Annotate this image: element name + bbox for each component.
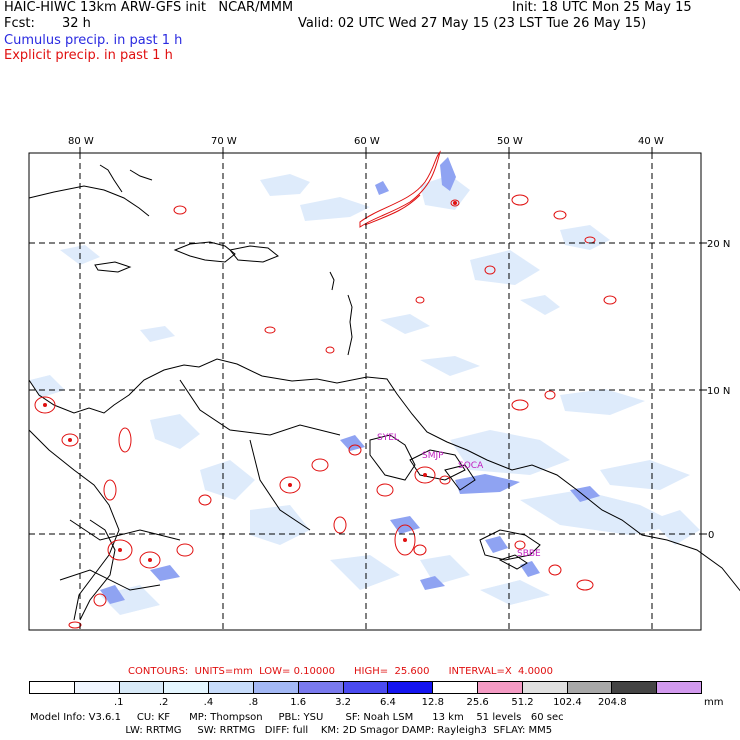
colorbar-segment: [477, 682, 523, 693]
valid-time: Valid: 02 UTC Wed 27 May 15 (23 LST Tue …: [298, 16, 647, 31]
station-label-syel: SYEL: [377, 433, 399, 443]
contour-info: CONTOURS: UNITS=mm LOW= 0.10000 HIGH= 25…: [128, 666, 554, 677]
plot-title: HAIC-HIWC 13km ARW-GFS init NCAR/MMM: [4, 0, 294, 15]
colorbar-tick-label: .1: [113, 697, 124, 708]
graticule: [29, 153, 701, 630]
lat-label-0: 0: [708, 530, 714, 541]
colorbar-segment: [209, 682, 254, 693]
explicit-precip-contours: [34, 150, 617, 629]
station-label-sbbe: SBBE: [517, 549, 541, 559]
colorbar-segment: [253, 682, 299, 693]
lat-label-10n: 10 N: [707, 386, 730, 397]
colorbar-segment: [433, 682, 478, 693]
colorbar-segment: [522, 682, 568, 693]
colorbar-tick-label: 51.2: [511, 697, 534, 708]
model-info-line2: LW: RRTMG SW: RRTMG DIFF: full KM: 2D Sm…: [30, 725, 553, 736]
lon-label-40w: 40 W: [638, 136, 664, 147]
colorbar-tick-label: .2: [158, 697, 169, 708]
colorbar-segment: [657, 682, 701, 693]
colorbar-segment: [30, 682, 75, 693]
colorbar-segment: [343, 682, 389, 693]
explicit-precip-cores: [43, 201, 457, 562]
lon-label-70w: 70 W: [211, 136, 237, 147]
colorbar-tick-label: 3.2: [335, 697, 352, 708]
colorbar: [29, 681, 702, 694]
coastlines: [28, 164, 740, 621]
model-info-line1: Model Info: V3.6.1 CU: KF MP: Thompson P…: [30, 712, 564, 723]
lon-label-60w: 60 W: [354, 136, 380, 147]
colorbar-tick-label: .4: [203, 697, 214, 708]
init-time: Init: 18 UTC Mon 25 May 15: [512, 0, 692, 15]
lon-label-80w: 80 W: [68, 136, 94, 147]
station-label-smjp: SMJP: [422, 451, 444, 461]
colorbar-tick-label: .8: [248, 697, 259, 708]
colorbar-segment: [612, 682, 658, 693]
cumulus-precip-light: [30, 174, 700, 615]
legend-cumulus: Cumulus precip. in past 1 h: [4, 33, 183, 48]
legend-explicit: Explicit precip. in past 1 h: [4, 48, 173, 63]
lon-label-50w: 50 W: [497, 136, 523, 147]
colorbar-segment: [567, 682, 613, 693]
colorbar-tick-label: 1.6: [290, 697, 307, 708]
colorbar-segment: [164, 682, 210, 693]
axis-ticks: [79, 147, 707, 535]
colorbar-tick-label: 12.8: [421, 697, 444, 708]
colorbar-unit: mm: [704, 697, 724, 708]
colorbar-tick-label: 102.4: [553, 697, 582, 708]
colorbar-tick-label: 6.4: [379, 697, 396, 708]
forecast-hours: 32 h: [62, 16, 91, 31]
colorbar-segment: [298, 682, 344, 693]
colorbar-segment: [119, 682, 165, 693]
colorbar-tick-label: 25.6: [466, 697, 489, 708]
forecast-label: Fcst:: [4, 16, 35, 31]
colorbar-tick-label: 204.8: [597, 697, 627, 708]
colorbar-segment: [388, 682, 434, 693]
colorbar-segment: [74, 682, 120, 693]
station-label-soca: SOCA: [458, 461, 484, 471]
lat-label-20n: 20 N: [707, 239, 730, 250]
